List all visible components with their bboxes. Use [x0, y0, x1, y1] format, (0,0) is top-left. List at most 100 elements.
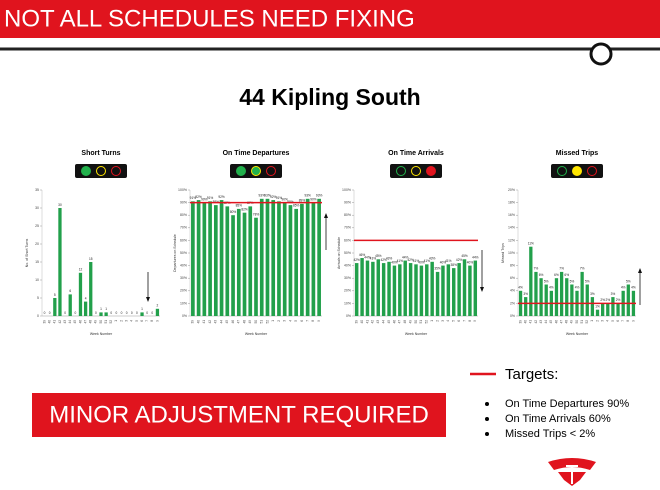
bar — [419, 265, 424, 316]
data-label: 30 — [58, 203, 62, 207]
y-tick-label: 16% — [508, 213, 515, 217]
bar — [300, 203, 304, 316]
bar — [565, 278, 569, 316]
bar — [68, 294, 72, 316]
x-tick-label: 3 — [283, 320, 287, 322]
bar — [524, 297, 528, 316]
bar — [242, 212, 247, 316]
x-tick-label: 8 — [468, 320, 472, 322]
y-tick-label: 8% — [510, 264, 515, 268]
data-label: 4% — [631, 286, 636, 290]
x-tick-label: 39 — [191, 320, 195, 324]
subtitle: 44 Kipling South — [239, 84, 420, 110]
y-tick-label: 30% — [344, 276, 351, 280]
data-label: 4% — [549, 286, 554, 290]
x-tick-label: 51 — [260, 320, 264, 324]
x-tick-label: 41 — [529, 320, 533, 324]
bar — [196, 200, 201, 316]
data-label: 41% — [445, 259, 452, 263]
y-tick-label: 25 — [35, 224, 39, 228]
data-label: 0 — [49, 311, 51, 315]
y-tick-label: 80% — [180, 213, 187, 217]
signal-light — [111, 166, 121, 176]
y-tick-label: 12% — [508, 238, 515, 242]
y-tick-label: 4% — [510, 289, 515, 293]
data-label: 43% — [370, 257, 377, 261]
x-tick-label: 8 — [311, 320, 315, 322]
y-tick-label: 14% — [508, 226, 515, 230]
data-label: 40% — [440, 260, 447, 264]
bar — [248, 206, 253, 316]
data-label: 40% — [418, 260, 425, 264]
signal-light — [81, 166, 91, 176]
x-tick-label: 50 — [575, 320, 579, 324]
data-label: 6% — [539, 273, 544, 277]
data-label: 0 — [64, 311, 66, 315]
y-tick-label: 60% — [180, 238, 187, 242]
x-tick-label: 48 — [403, 320, 407, 324]
bar — [89, 262, 93, 316]
y-tick-label: 100% — [178, 188, 187, 192]
x-axis-label: Week Number — [405, 332, 428, 336]
data-label: 5% — [570, 279, 575, 283]
y-tick-label: 15 — [35, 260, 39, 264]
data-label: 42% — [380, 258, 387, 262]
x-tick-label: 4 — [606, 320, 610, 322]
x-tick-label: 41 — [53, 320, 57, 324]
x-tick-label: 8 — [626, 320, 630, 322]
y-tick-label: 0 — [37, 314, 39, 318]
y-tick-label: 35 — [35, 188, 39, 192]
y-tick-label: 100% — [342, 188, 351, 192]
data-label: 80% — [230, 210, 237, 214]
bar — [430, 261, 434, 316]
bar — [457, 263, 461, 316]
chart-title: Short Turns — [81, 150, 120, 157]
x-tick-label: 7 — [145, 320, 149, 322]
y-tick-label: 70% — [180, 226, 187, 230]
x-tick-label: 46 — [78, 320, 82, 324]
bar — [435, 271, 440, 316]
x-tick-label: 48 — [565, 320, 569, 324]
x-tick-label: 47 — [398, 320, 402, 324]
bar — [590, 297, 595, 316]
x-tick-label: 45 — [225, 320, 229, 324]
x-tick-label: 9 — [155, 320, 159, 322]
data-label: 40% — [391, 260, 398, 264]
data-label: 93% — [264, 194, 271, 198]
x-tick-label: 42 — [534, 320, 538, 324]
data-label: 0 — [110, 311, 112, 315]
x-tick-label: 39 — [518, 320, 522, 324]
x-tick-label: 45 — [549, 320, 553, 324]
x-axis-label: Week Number — [90, 332, 113, 336]
data-label: 3% — [523, 292, 528, 296]
bar — [468, 265, 472, 316]
bar — [595, 309, 600, 316]
data-label: 0 — [44, 311, 46, 315]
x-tick-label: 44 — [219, 320, 223, 324]
banner-text: MINOR ADJUSTMENT REQUIRED — [49, 401, 429, 428]
bar — [425, 264, 429, 316]
data-label: 2% — [616, 298, 621, 302]
data-label: 85% — [236, 204, 243, 208]
trend-arrow-head — [638, 268, 642, 273]
x-tick-label: 2 — [595, 320, 599, 322]
x-tick-label: 43 — [63, 320, 67, 324]
y-tick-label: 10% — [180, 301, 187, 305]
bar — [534, 271, 538, 316]
x-tick-label: 6 — [616, 320, 620, 322]
data-label: 3% — [590, 292, 595, 296]
x-tick-label: 40 — [196, 320, 200, 324]
x-tick-label: 8 — [150, 320, 154, 322]
data-label: 89% — [299, 199, 306, 203]
data-label: 0 — [116, 311, 118, 315]
trend-arrow-head — [480, 287, 484, 292]
x-tick-label: 43 — [539, 320, 543, 324]
y-tick-label: 50% — [180, 251, 187, 255]
x-tick-label: 5 — [135, 320, 139, 322]
bar — [473, 260, 478, 316]
y-tick-label: 80% — [344, 213, 351, 217]
y-tick-label: 20 — [35, 242, 39, 246]
data-label: 42% — [407, 258, 414, 262]
x-tick-label: 7 — [621, 320, 625, 322]
logo — [548, 458, 596, 486]
